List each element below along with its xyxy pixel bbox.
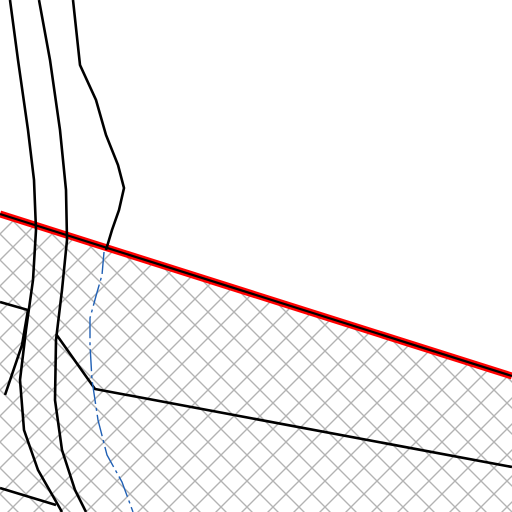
parcel-line-upper[interactable] (71, 0, 126, 251)
road-edge-right[interactable] (37, 0, 88, 512)
parcel-line-lower[interactable] (54, 333, 512, 469)
zone-boundary-line (0, 212, 512, 378)
parcel-line-left[interactable] (0, 300, 30, 396)
stream-line[interactable] (89, 251, 134, 512)
parcel-line-bottom[interactable] (0, 486, 57, 507)
road-edge-left[interactable] (8, 0, 64, 512)
hatched-zone[interactable] (0, 214, 512, 512)
